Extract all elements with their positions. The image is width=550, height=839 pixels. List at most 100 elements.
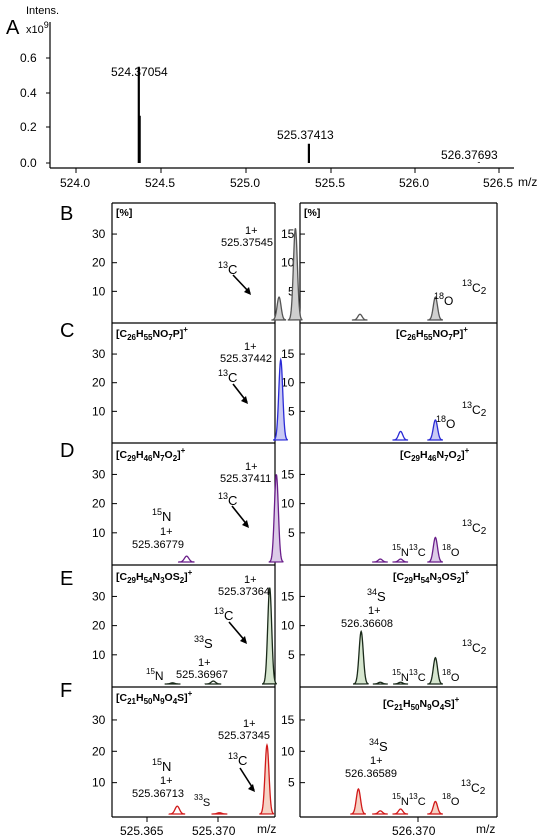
f-n15-mass: 525.36713 bbox=[132, 788, 184, 800]
b-charge: 1+ bbox=[245, 225, 258, 237]
top-x-ticks: 524.0 524.5 525.0 525.5 526.0 526.5 m/z bbox=[60, 168, 537, 190]
f-s33-label: 33S bbox=[194, 793, 210, 809]
top-ylabel-scale: x109 bbox=[26, 20, 49, 36]
isotope-peak bbox=[351, 313, 368, 321]
top-xtick-5: 526.5 bbox=[483, 176, 513, 190]
b-o18-label: 18O bbox=[434, 291, 453, 308]
isotope-peak bbox=[273, 357, 289, 441]
e-s33-charge: 1+ bbox=[198, 657, 211, 669]
panel-label-b: B bbox=[60, 203, 73, 225]
e-s34-mass: 526.36608 bbox=[341, 618, 393, 630]
top-axes bbox=[49, 22, 514, 169]
e-s34-label: 34S bbox=[367, 587, 386, 604]
left-ytick-label: 30 bbox=[92, 467, 106, 481]
top-ytick-3: 0.6 bbox=[20, 51, 37, 65]
c-c13x2-label: 13C2 bbox=[462, 400, 487, 419]
f-n15-label: 15N bbox=[152, 757, 171, 774]
left-ytick-label: 10 bbox=[92, 648, 106, 662]
isotope-peak bbox=[211, 812, 228, 815]
isotope-peak bbox=[427, 800, 443, 815]
subpanel-y-ticks: 10 20 30 5 10 15 10 20 30 5 10 15 10 20 30 5 10 15 10 20 30 5… bbox=[92, 227, 305, 790]
e-c13-label: 13C bbox=[214, 606, 233, 623]
d-c13-label: 13C bbox=[218, 491, 237, 508]
left-ytick-label: 30 bbox=[92, 589, 106, 603]
right-frame bbox=[299, 202, 498, 818]
f-s34-charge: 1+ bbox=[370, 755, 383, 767]
formula-d-right: [C29H46N7O2]+ bbox=[400, 446, 470, 463]
isotope-peak bbox=[164, 682, 181, 685]
right-ytick-label: 15 bbox=[281, 713, 295, 727]
panel-label-d: D bbox=[60, 440, 74, 462]
panel-label-c: C bbox=[60, 320, 74, 342]
isotope-peak bbox=[372, 558, 388, 563]
f-c13x2-label: 13C2 bbox=[461, 778, 486, 797]
top-xtick-0: 524.0 bbox=[60, 176, 90, 190]
right-ytick-label: 5 bbox=[288, 648, 295, 662]
isotope-peak bbox=[271, 296, 287, 321]
isotope-peak bbox=[392, 808, 409, 815]
bottom-xtick-1: 525.370 bbox=[192, 824, 236, 838]
bottom-xtick-0: 525.365 bbox=[120, 824, 164, 838]
top-peak-label-3: 526.37693 bbox=[441, 148, 498, 162]
top-ytick-1: 0.2 bbox=[20, 120, 37, 134]
d-right-n15c13: 15N13C bbox=[392, 543, 426, 559]
right-ytick-label: 5 bbox=[288, 526, 295, 540]
b-c13x2-label: 13C2 bbox=[462, 278, 487, 297]
c-charge: 1+ bbox=[244, 341, 257, 353]
top-y-ticks: 0.0 0.2 0.4 0.6 bbox=[20, 51, 50, 170]
isotope-peak bbox=[168, 805, 186, 815]
f-right-n15c13: 15N13C bbox=[392, 792, 426, 808]
f-mass: 525.37345 bbox=[218, 730, 270, 742]
f-c13-arrowhead bbox=[248, 784, 255, 792]
left-ytick-label: 20 bbox=[92, 744, 106, 758]
top-xtick-4: 526.0 bbox=[399, 176, 429, 190]
subpanel-peaks bbox=[164, 228, 443, 815]
panel-label-f: F bbox=[60, 680, 72, 702]
top-ytick-2: 0.4 bbox=[20, 86, 37, 100]
f-right-o18: 18O bbox=[442, 792, 460, 808]
left-ytick-label: 30 bbox=[92, 227, 106, 241]
d-n15-charge: 1+ bbox=[160, 526, 173, 538]
top-ylabel-intens: Intens. bbox=[26, 5, 59, 17]
top-xtick-3: 525.5 bbox=[315, 176, 345, 190]
d-n15-mass: 525.36779 bbox=[132, 539, 184, 551]
f-c13-label: 13C bbox=[228, 751, 247, 768]
d-n15-label: 15N bbox=[152, 507, 171, 524]
d-mass: 525.37411 bbox=[220, 473, 271, 485]
formula-c-right: [C26H55NO7P]+ bbox=[396, 325, 468, 342]
d-c13x2-label: 13C2 bbox=[462, 518, 487, 537]
left-ytick-label: 20 bbox=[92, 619, 106, 633]
e-c13-arrowhead bbox=[240, 636, 247, 644]
panel-label-e: E bbox=[60, 568, 73, 590]
right-ytick-label: 10 bbox=[281, 744, 295, 758]
d-c13-arrowhead bbox=[242, 520, 249, 528]
left-ytick-label: 10 bbox=[92, 526, 106, 540]
e-s33-mass: 525.36967 bbox=[176, 669, 228, 681]
f-s34-mass: 526.36589 bbox=[345, 768, 397, 780]
top-peak-label-1: 524.37054 bbox=[111, 65, 168, 79]
top-xlabel: m/z bbox=[518, 175, 537, 189]
isotope-peak bbox=[427, 296, 443, 321]
right-ytick-label: 15 bbox=[281, 589, 295, 603]
d-right-o18: 18O bbox=[442, 543, 460, 559]
b-c13-label: 13C bbox=[218, 260, 237, 277]
pct-label-right: [%] bbox=[304, 207, 320, 219]
top-xtick-2: 525.0 bbox=[230, 176, 260, 190]
isotope-peak bbox=[287, 228, 303, 321]
left-ytick-label: 20 bbox=[92, 256, 106, 270]
top-xtick-1: 524.5 bbox=[145, 176, 175, 190]
formula-f-right: [C21H50N9O4S]+ bbox=[383, 695, 460, 712]
b-c13-arrowhead bbox=[244, 287, 251, 295]
right-ytick-label: 5 bbox=[288, 404, 295, 418]
formula-f-left: [C21H50N9O4S]+ bbox=[116, 689, 193, 706]
c-mass: 525.37442 bbox=[220, 353, 272, 365]
isotope-peak bbox=[392, 430, 409, 441]
b-mass: 525.37545 bbox=[221, 237, 273, 249]
isotope-peak bbox=[372, 810, 388, 815]
e-c13x2-label: 13C2 bbox=[462, 638, 487, 657]
bottom-x-axis: 525.365 525.370 526.370 m/z m/z bbox=[120, 817, 495, 838]
f-n15-charge: 1+ bbox=[160, 775, 173, 787]
pct-label-left: [%] bbox=[116, 207, 132, 219]
e-charge: 1+ bbox=[244, 574, 257, 586]
isotope-peak bbox=[353, 629, 369, 685]
